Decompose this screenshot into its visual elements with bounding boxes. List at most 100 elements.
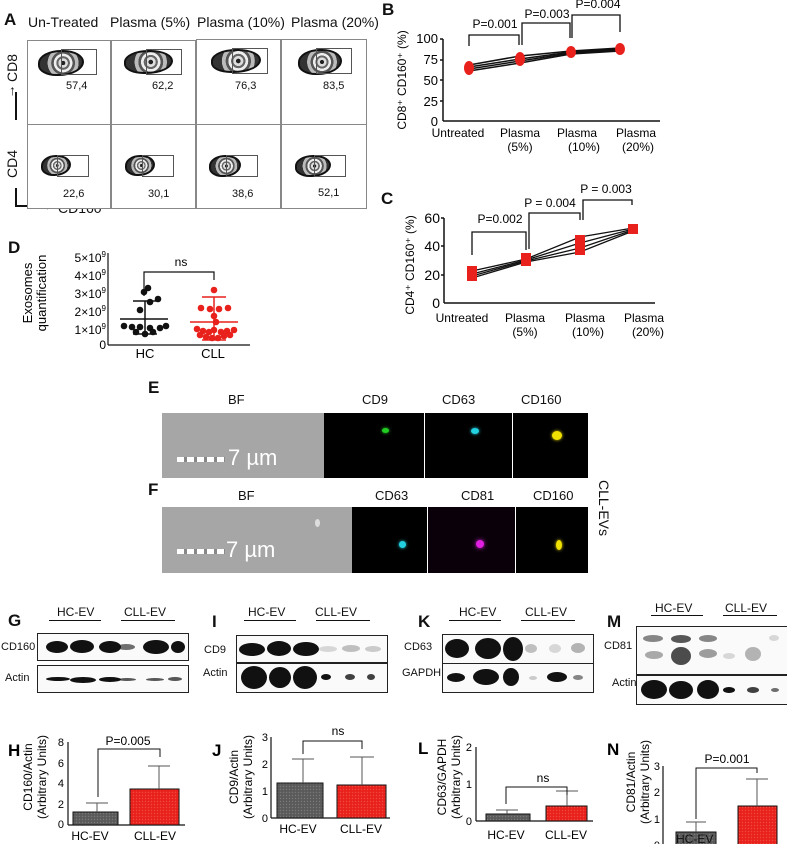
fluorescence-cd81-f	[428, 507, 515, 573]
svg-text:Plasma: Plasma	[624, 311, 664, 325]
y-axis-label-2: quantification	[34, 255, 49, 332]
svg-text:6: 6	[58, 758, 64, 770]
brightfield-image-e: 7 µm	[162, 413, 324, 478]
panel-label-m: M	[607, 612, 622, 631]
svg-text:(20%): (20%)	[622, 140, 654, 154]
scale-bar	[177, 549, 225, 554]
svg-text:(10%): (10%)	[572, 325, 604, 339]
side-label-cll-evs: CLL-EVs	[596, 480, 612, 537]
flow-plot-cd4-plasma10: 38,6	[196, 124, 281, 209]
fluorescence-cd63	[425, 413, 512, 478]
y-arrow-line	[15, 92, 17, 120]
gate-value: 52,1	[318, 187, 340, 199]
gate-value: 62,2	[152, 80, 174, 92]
blot-cd63	[442, 634, 594, 664]
svg-text:Plasma: Plasma	[500, 126, 540, 140]
svg-text:CLL-EV: CLL-EV	[134, 829, 176, 843]
svg-text:CD81/Actin: CD81/Actin	[624, 752, 638, 813]
group-underline	[316, 620, 370, 621]
gate-box	[146, 49, 182, 75]
blot-row-label: Actin	[612, 677, 637, 689]
channel-label-bf-f: BF	[238, 488, 255, 503]
contour-plot	[125, 155, 155, 176]
ev-spot	[382, 428, 389, 433]
group-underline	[244, 620, 296, 621]
blot-row-label: CD9	[204, 644, 227, 656]
svg-text:8: 8	[58, 737, 64, 749]
contour-plot	[41, 155, 71, 176]
svg-text:(Arbitrary Units): (Arbitrary Units)	[241, 735, 255, 819]
gate-value: 22,6	[63, 188, 85, 200]
y-axis-label: CD8⁺ CD160⁺ (%)	[395, 30, 409, 129]
blot-row-label: CD160	[1, 641, 36, 653]
panel-label-b: B	[382, 0, 395, 19]
panel-label-f: F	[148, 480, 159, 499]
blot-row-label: GAPDH	[402, 667, 442, 679]
svg-text:0: 0	[432, 295, 440, 311]
group-label-hc-ev: HC-EV	[459, 605, 497, 619]
row-label-cd8: CD8	[4, 53, 20, 82]
channel-label-cd63-f: CD63	[375, 488, 409, 503]
gate-value: 83,5	[323, 80, 345, 92]
channel-label-bf: BF	[228, 392, 245, 407]
svg-text:75: 75	[424, 52, 438, 67]
flow-plot-cd8-plasma10: 76,3	[196, 39, 281, 125]
svg-text:3: 3	[262, 732, 268, 744]
gate-box	[226, 155, 258, 177]
flow-plot-cd8-plasma20: 83,5	[281, 39, 367, 125]
y-ticks: 5×109 4×109 3×109 2×109 1×109 0	[75, 250, 107, 352]
svg-text:CLL-EV: CLL-EV	[340, 822, 382, 836]
svg-text:3×109: 3×109	[75, 286, 107, 301]
svg-text:L: L	[418, 739, 428, 758]
blot-row-label: CD81	[604, 640, 633, 652]
col-header-plasma5: Plasma (5%)	[110, 14, 191, 30]
panel-label-i: I	[212, 612, 217, 631]
group-label-hc-ev: HC-EV	[57, 605, 95, 619]
y-axis-label-1: Exosomes	[20, 262, 35, 323]
svg-text:Plasma: Plasma	[616, 126, 656, 140]
gate-box	[61, 49, 97, 75]
gate-box	[232, 48, 268, 74]
group-underline	[723, 615, 777, 616]
ev-spot	[471, 428, 479, 434]
series-lines	[468, 47, 621, 72]
group-underline	[521, 620, 575, 621]
channel-label-cd81-f: CD81	[461, 488, 495, 503]
group-label-hc-ev: HC-EV	[655, 601, 693, 615]
svg-text:(10%): (10%)	[568, 140, 600, 154]
svg-text:20: 20	[424, 267, 440, 283]
svg-text:HC-EV: HC-EV	[279, 822, 316, 836]
svg-text:HC-EV: HC-EV	[71, 829, 108, 843]
svg-text:CLL: CLL	[201, 346, 225, 360]
data-points	[467, 224, 638, 281]
contour-plot	[209, 155, 241, 177]
fluorescence-cd160	[513, 413, 588, 478]
flow-plot-cd8-untreated: 57,4	[27, 40, 111, 125]
flow-plot-cd4-plasma5: 30,1	[111, 124, 196, 209]
svg-text:N: N	[607, 740, 619, 759]
panel-label-k: K	[418, 612, 431, 631]
svg-text:0: 0	[431, 114, 438, 129]
chart-d: Exosomes quantification 5×109 4×109 3×10…	[20, 250, 250, 360]
svg-text:(Arbitrary Units): (Arbitrary Units)	[35, 735, 49, 819]
ev-particle	[315, 519, 320, 527]
svg-text:CD160/Actin: CD160/Actin	[21, 743, 35, 810]
panel-label-g: G	[8, 611, 22, 630]
svg-text:HC-EV: HC-EV	[487, 828, 524, 842]
svg-text:1×109: 1×109	[75, 322, 107, 337]
blot-cd9	[236, 635, 388, 663]
panel-label-c: C	[381, 189, 394, 208]
group-underline	[121, 620, 175, 621]
svg-text:P=0.003: P=0.003	[524, 7, 569, 21]
hc-points	[120, 284, 170, 338]
col-header-plasma10: Plasma (10%)	[197, 14, 285, 30]
blot-actin-m	[636, 675, 787, 705]
blot-row-label: CD63	[404, 641, 433, 653]
y-axis-label: CD4⁺ CD160⁺ (%)	[403, 215, 417, 314]
svg-text:2: 2	[58, 799, 64, 811]
svg-text:P=0.002: P=0.002	[477, 212, 522, 226]
svg-text:0: 0	[262, 813, 268, 825]
contour-plot	[211, 49, 261, 73]
svg-text:60: 60	[424, 210, 440, 226]
series-lines	[471, 227, 634, 279]
